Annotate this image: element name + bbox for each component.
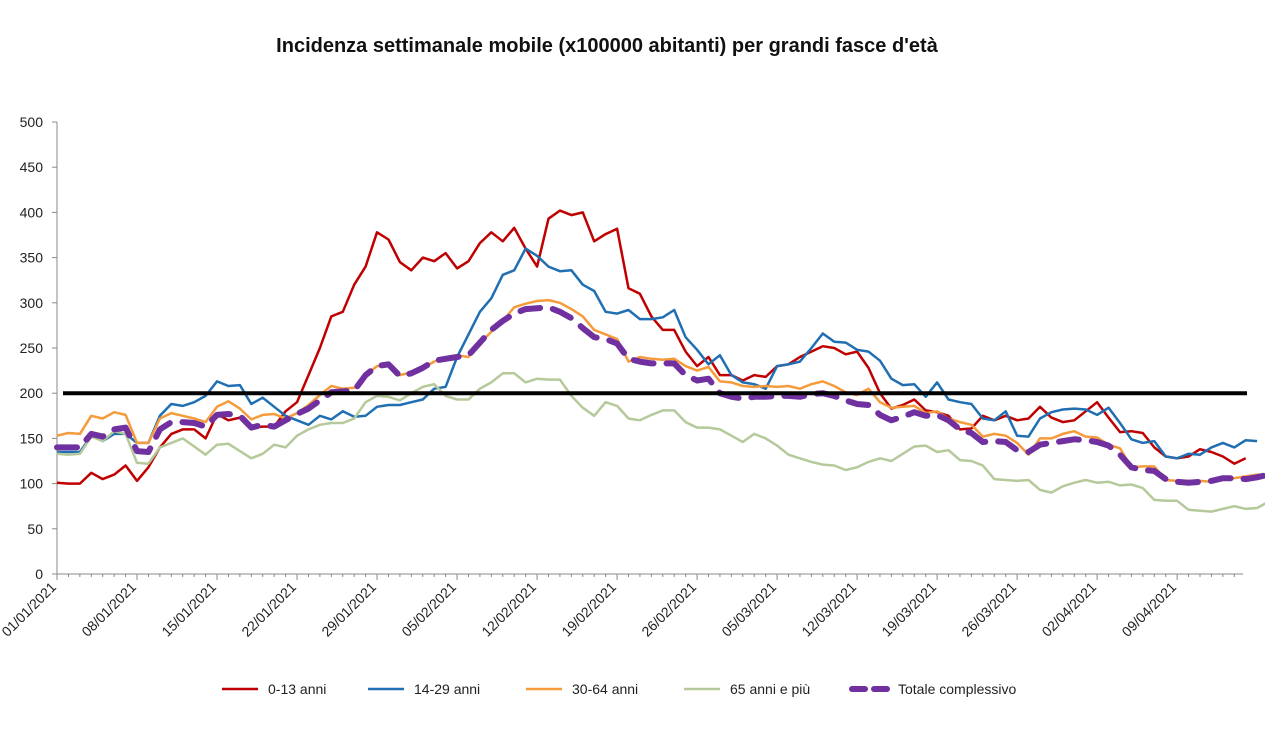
y-axis: 0 50 100 150 200 250 300 350 400 450 500 bbox=[20, 114, 58, 582]
x-tick-label: 26/02/2021 bbox=[638, 579, 699, 640]
x-tick-label: 02/04/2021 bbox=[1038, 579, 1099, 640]
y-tick-label: 50 bbox=[27, 521, 43, 537]
y-tick-label: 500 bbox=[20, 114, 44, 130]
chart-title: Incidenza settimanale mobile (x100000 ab… bbox=[276, 35, 939, 57]
series-line-65-anni-e-pi bbox=[56, 372, 1265, 513]
x-tick-label: 09/04/2021 bbox=[1118, 579, 1179, 640]
y-tick-label: 300 bbox=[20, 295, 44, 311]
y-tick-label: 400 bbox=[20, 204, 44, 220]
x-tick-label: 01/01/2021 bbox=[0, 579, 59, 640]
y-tick-label: 350 bbox=[20, 250, 44, 266]
x-tick-label: 19/03/2021 bbox=[878, 579, 939, 640]
x-tick-label: 12/03/2021 bbox=[798, 579, 859, 640]
legend: 0-13 anni 14-29 anni 30-64 anni 65 anni e p… bbox=[222, 681, 1016, 697]
x-tick-label: 05/02/2021 bbox=[398, 579, 459, 640]
x-tick-label: 12/02/2021 bbox=[478, 579, 539, 640]
series-line-30-64-anni bbox=[56, 298, 1265, 484]
legend-label: 0-13 anni bbox=[268, 681, 326, 697]
x-tick-label: 15/01/2021 bbox=[158, 579, 219, 640]
x-axis: 01/01/2021 08/01/2021 15/01/2021 22/01/2021… bbox=[0, 573, 1243, 640]
legend-label: 30-64 anni bbox=[572, 681, 638, 697]
x-tick-label: 26/03/2021 bbox=[958, 579, 1019, 640]
x-tick-label: 19/02/2021 bbox=[558, 579, 619, 640]
x-tick-label: 08/01/2021 bbox=[78, 579, 139, 640]
legend-label: Totale complessivo bbox=[898, 681, 1016, 697]
legend-label: 65 anni e più bbox=[730, 681, 810, 697]
legend-label: 14-29 anni bbox=[414, 681, 480, 697]
y-tick-label: 200 bbox=[20, 385, 44, 401]
x-tick-label: 22/01/2021 bbox=[238, 579, 299, 640]
y-tick-label: 150 bbox=[20, 430, 44, 446]
series-lines bbox=[54, 209, 1265, 513]
y-tick-label: 250 bbox=[20, 340, 44, 356]
y-tick-label: 100 bbox=[20, 476, 44, 492]
x-tick-label: 29/01/2021 bbox=[318, 579, 379, 640]
series-line-14-29-anni bbox=[57, 247, 1258, 460]
series-line-totale-complessivo bbox=[54, 304, 1265, 486]
x-tick-label: 05/03/2021 bbox=[718, 579, 779, 640]
y-tick-label: 450 bbox=[20, 159, 44, 175]
y-tick-label: 0 bbox=[35, 566, 43, 582]
